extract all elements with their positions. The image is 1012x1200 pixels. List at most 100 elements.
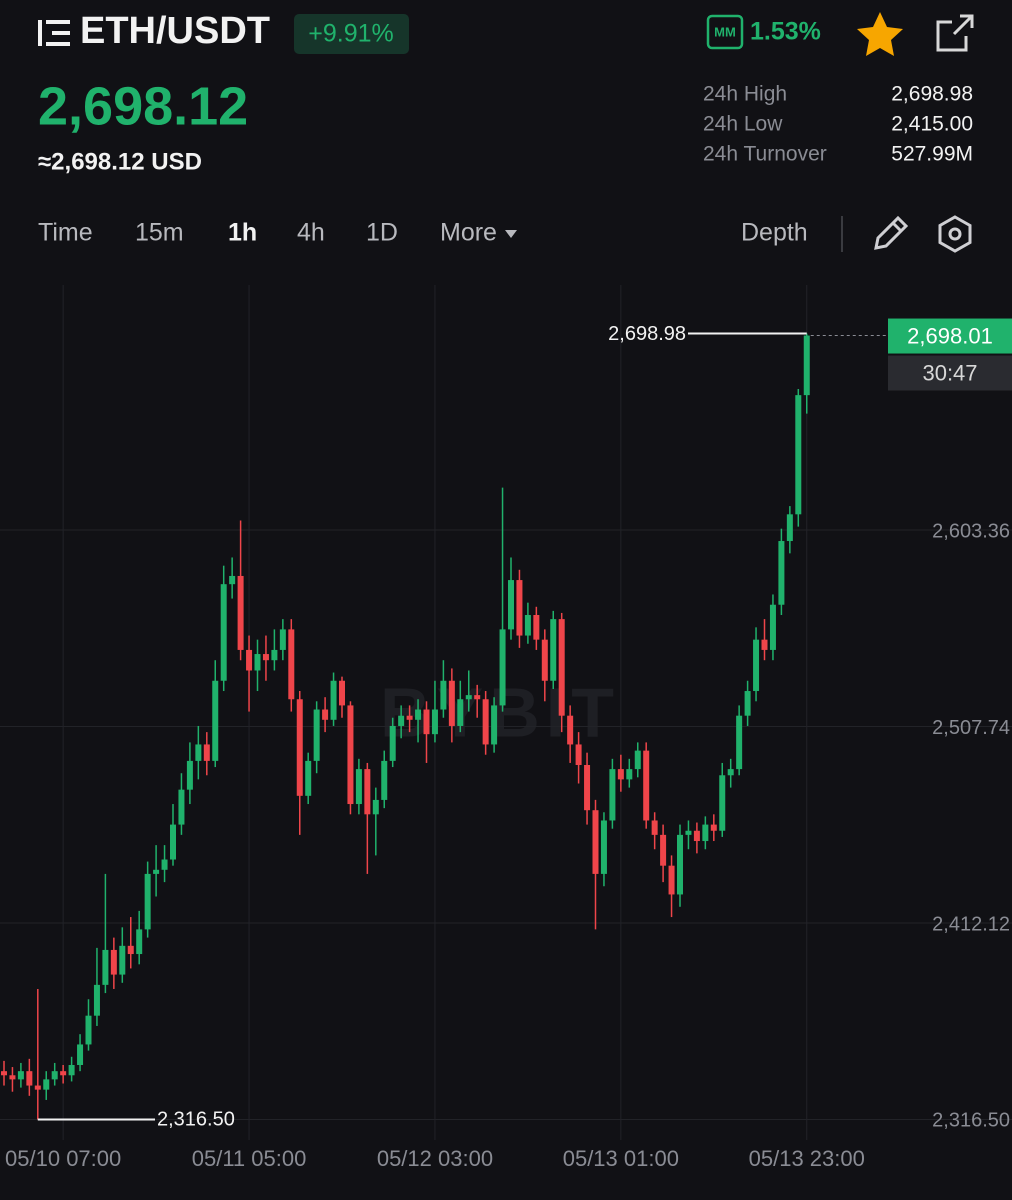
candle-body [626, 769, 633, 780]
candle-body [719, 775, 726, 831]
candle-body [651, 820, 658, 835]
stat-label: 24h Low [703, 113, 783, 136]
x-tick-label: 05/13 01:00 [563, 1146, 679, 1171]
candle-body [685, 830, 692, 835]
candle-body [246, 649, 253, 671]
candle-body [516, 580, 523, 636]
candle-body [508, 580, 514, 630]
interval-tab[interactable]: Time [38, 219, 93, 247]
candle-body [279, 629, 286, 650]
draw-tool-icon[interactable] [874, 215, 909, 250]
candle-body [85, 1015, 92, 1045]
candle-body [322, 709, 329, 720]
candle-body [296, 699, 303, 796]
candle-body [68, 1065, 75, 1076]
candle-body [51, 1071, 58, 1080]
x-tick-label: 05/11 05:00 [192, 1146, 307, 1171]
change-percent: +9.91% [308, 20, 394, 48]
candle-body [102, 949, 109, 985]
candle-body [491, 705, 498, 745]
candle-body [110, 949, 117, 975]
change-badge [294, 14, 409, 54]
stat-value: 2,415.00 [891, 113, 973, 136]
candle-body [710, 824, 717, 831]
favorite-star[interactable] [857, 12, 903, 56]
candle-body [381, 760, 388, 800]
settings-icon[interactable] [938, 215, 972, 253]
candle-body [727, 769, 734, 776]
dropdown-caret[interactable] [505, 230, 517, 238]
countdown-tag [888, 355, 1012, 391]
candle-body [533, 615, 540, 640]
candle-body [550, 619, 557, 681]
candle-body [127, 945, 134, 955]
candle-body [744, 691, 751, 716]
y-tick-label: 2,603.36 [932, 520, 1010, 542]
interval-tab[interactable]: 15m [135, 219, 184, 247]
mm-badge[interactable]: MM [714, 24, 736, 39]
candle-body [212, 680, 219, 761]
y-tick-label: 2,507.74 [932, 717, 1010, 739]
menu-icon[interactable] [38, 20, 70, 46]
candle-body [364, 769, 371, 815]
candle-body [482, 699, 489, 745]
candle-body [457, 699, 464, 726]
candle-body [60, 1071, 67, 1076]
stat-value: 527.99M [891, 143, 973, 166]
candle-body [423, 709, 430, 735]
candle-body [262, 654, 269, 661]
pair-title[interactable]: ETH/USDT [80, 10, 270, 52]
candle-body [136, 929, 143, 955]
candle-body [186, 760, 193, 790]
candle-body [313, 709, 320, 761]
candle-body [431, 709, 438, 735]
y-tick-label: 2,316.50 [932, 1110, 1010, 1132]
candle-body [499, 629, 506, 706]
candle-body [43, 1079, 50, 1090]
interval-tab[interactable]: 4h [297, 219, 325, 247]
candle-body [398, 715, 405, 726]
candle-body [592, 810, 599, 874]
candle-body [161, 859, 168, 870]
candle-body [271, 649, 278, 661]
candle-body [541, 639, 548, 681]
candle-body [761, 639, 768, 650]
candle-body [677, 834, 683, 895]
mm-icon[interactable] [706, 14, 744, 50]
candle-body [660, 834, 667, 866]
y-tick-label: 2,412.12 [932, 913, 1010, 935]
candle-body [736, 715, 743, 770]
candle-body [178, 789, 185, 825]
candle-body [668, 865, 675, 895]
usd-price: ≈2,698.12 USD [38, 148, 202, 175]
candle-body [372, 799, 379, 815]
last-price-label: 2,698.01 [907, 323, 993, 348]
interval-tab[interactable]: More [440, 219, 497, 247]
high-marker-label: 2,698.98 [608, 323, 686, 345]
candle-body [389, 725, 396, 761]
candle-body [347, 705, 354, 805]
x-tick-label: 05/13 23:00 [749, 1146, 865, 1171]
candle-body [795, 395, 802, 515]
candle-body [229, 575, 236, 585]
candle-body [448, 680, 455, 726]
interval-tab-active[interactable]: 1h [228, 219, 257, 247]
depth-tab[interactable]: Depth [741, 219, 808, 247]
low-marker-label: 2,316.50 [157, 1109, 235, 1131]
candle-body [355, 769, 362, 805]
share-icon[interactable] [936, 14, 974, 52]
mm-ratio[interactable]: 1.53% [750, 18, 821, 46]
candle-body [617, 769, 624, 780]
candle-body [220, 584, 227, 681]
stat-label: 24h High [703, 83, 787, 106]
candle-body [195, 744, 202, 761]
candle-body [34, 1085, 41, 1090]
candle-body [600, 820, 607, 874]
candle-body [558, 619, 565, 716]
candle-body [584, 765, 591, 811]
interval-tab[interactable]: 1D [366, 219, 398, 247]
candle-body [440, 680, 447, 710]
candle-body [778, 541, 785, 605]
